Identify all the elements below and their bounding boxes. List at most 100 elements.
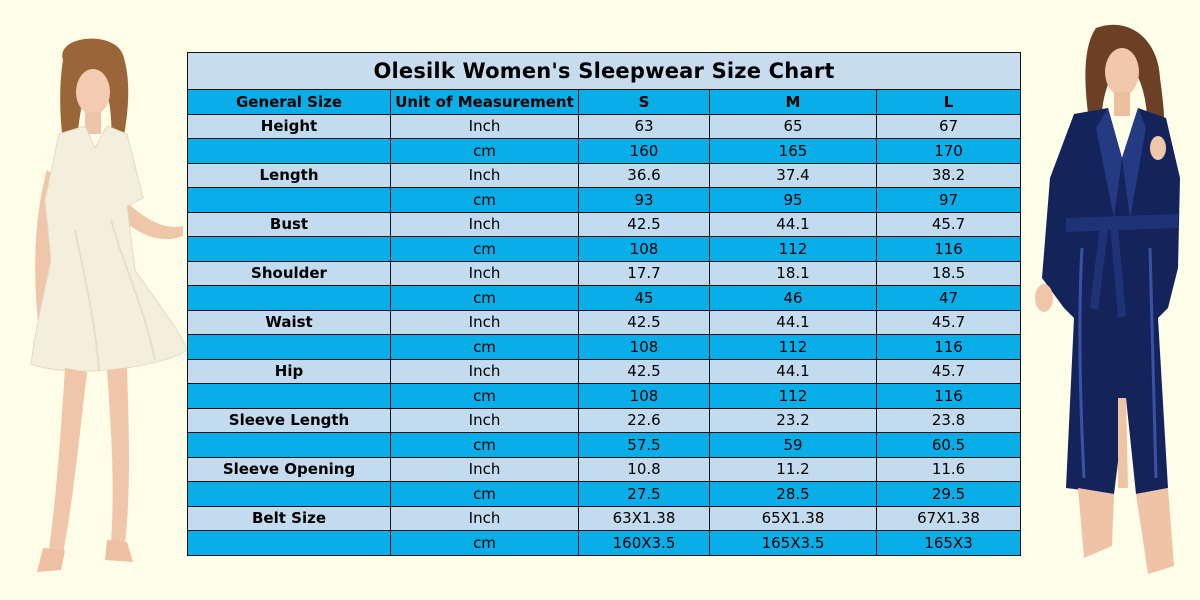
unit-cell: cm	[390, 383, 579, 409]
size-value-l: 45.7	[875, 309, 1022, 335]
unit-cell: cm	[390, 187, 579, 213]
unit-cell: cm	[390, 285, 579, 311]
size-value-s: 160	[578, 138, 710, 164]
size-value-m: 112	[709, 383, 877, 409]
unit-cell: Inch	[390, 309, 579, 335]
size-value-m: 59	[709, 432, 877, 458]
unit-cell: Inch	[390, 162, 579, 188]
unit-cell: cm	[390, 138, 579, 164]
size-value-l: 11.6	[875, 456, 1022, 482]
table-row-waist-inch: Waist Inch 42.5 44.1 45.7	[187, 309, 1022, 335]
size-value-l: 116	[875, 383, 1022, 409]
unit-cell: Inch	[390, 456, 579, 482]
size-value-l: 45.7	[875, 358, 1022, 384]
size-value-l: 165X3	[875, 530, 1022, 556]
measurement-label-empty	[187, 187, 391, 213]
table-row-height-inch: Height Inch 63 65 67	[187, 113, 1022, 139]
size-value-m: 18.1	[709, 260, 877, 286]
column-header-l: L	[875, 89, 1022, 115]
column-header-m: M	[709, 89, 877, 115]
unit-cell: Inch	[390, 113, 579, 139]
table-row-hip-cm: cm 108 112 116	[187, 383, 1022, 409]
size-chart-table: Olesilk Women's Sleepwear Size Chart Gen…	[186, 52, 1022, 556]
size-value-m: 46	[709, 285, 877, 311]
size-value-s: 57.5	[578, 432, 710, 458]
table-row-length-cm: cm 93 95 97	[187, 187, 1022, 213]
size-value-s: 108	[578, 383, 710, 409]
measurement-label-empty	[187, 236, 391, 262]
measurement-label-empty	[187, 334, 391, 360]
size-value-s: 42.5	[578, 309, 710, 335]
measurement-label: Sleeve Length	[187, 407, 391, 433]
model-ivory-nightgown-image	[30, 38, 188, 572]
size-value-l: 18.5	[875, 260, 1022, 286]
size-value-s: 93	[578, 187, 710, 213]
unit-cell: Inch	[390, 505, 579, 531]
size-value-m: 112	[709, 334, 877, 360]
size-value-l: 116	[875, 334, 1022, 360]
table-row-length-inch: Length Inch 36.6 37.4 38.2	[187, 162, 1022, 188]
measurement-label: Waist	[187, 309, 391, 335]
size-value-s: 42.5	[578, 358, 710, 384]
size-value-m: 112	[709, 236, 877, 262]
measurement-label: Hip	[187, 358, 391, 384]
unit-cell: Inch	[390, 211, 579, 237]
unit-cell: Inch	[390, 407, 579, 433]
table-row-shoulder-cm: cm 45 46 47	[187, 285, 1022, 311]
measurement-label-empty	[187, 481, 391, 507]
size-value-m: 65	[709, 113, 877, 139]
size-value-m: 28.5	[709, 481, 877, 507]
measurement-label: Belt Size	[187, 505, 391, 531]
unit-cell: Inch	[390, 260, 579, 286]
measurement-label: Height	[187, 113, 391, 139]
measurement-label: Length	[187, 162, 391, 188]
size-value-s: 45	[578, 285, 710, 311]
size-value-m: 44.1	[709, 211, 877, 237]
column-header-general-size: General Size	[187, 89, 391, 115]
measurement-label-empty	[187, 530, 391, 556]
column-header-s: S	[578, 89, 710, 115]
table-row-height-cm: cm 160 165 170	[187, 138, 1022, 164]
size-value-m: 165	[709, 138, 877, 164]
unit-cell: cm	[390, 481, 579, 507]
unit-cell: cm	[390, 432, 579, 458]
size-value-l: 47	[875, 285, 1022, 311]
table-row-bust-cm: cm 108 112 116	[187, 236, 1022, 262]
measurement-label: Shoulder	[187, 260, 391, 286]
unit-cell: cm	[390, 236, 579, 262]
size-value-s: 27.5	[578, 481, 710, 507]
size-value-s: 63X1.38	[578, 505, 710, 531]
size-value-m: 37.4	[709, 162, 877, 188]
size-value-l: 23.8	[875, 407, 1022, 433]
table-row-belt-size-inch: Belt Size Inch 63X1.38 65X1.38 67X1.38	[187, 505, 1022, 531]
size-value-l: 29.5	[875, 481, 1022, 507]
size-value-s: 17.7	[578, 260, 710, 286]
size-value-m: 165X3.5	[709, 530, 877, 556]
model-navy-robe-image	[1035, 24, 1180, 574]
table-row-sleeve-length-inch: Sleeve Length Inch 22.6 23.2 23.8	[187, 407, 1022, 433]
chart-title: Olesilk Women's Sleepwear Size Chart	[186, 52, 1022, 90]
measurement-label-empty	[187, 285, 391, 311]
size-value-s: 10.8	[578, 456, 710, 482]
size-value-s: 42.5	[578, 211, 710, 237]
size-value-l: 67	[875, 113, 1022, 139]
size-value-m: 65X1.38	[709, 505, 877, 531]
size-value-l: 38.2	[875, 162, 1022, 188]
unit-cell: cm	[390, 530, 579, 556]
size-value-l: 60.5	[875, 432, 1022, 458]
size-value-m: 44.1	[709, 309, 877, 335]
size-value-l: 45.7	[875, 211, 1022, 237]
size-value-m: 23.2	[709, 407, 877, 433]
size-value-s: 22.6	[578, 407, 710, 433]
table-row-sleeve-length-cm: cm 57.5 59 60.5	[187, 432, 1022, 458]
size-value-m: 95	[709, 187, 877, 213]
unit-cell: Inch	[390, 358, 579, 384]
size-value-s: 36.6	[578, 162, 710, 188]
size-value-l: 116	[875, 236, 1022, 262]
unit-cell: cm	[390, 334, 579, 360]
size-value-s: 160X3.5	[578, 530, 710, 556]
size-value-s: 63	[578, 113, 710, 139]
size-value-l: 97	[875, 187, 1022, 213]
table-row-sleeve-opening-inch: Sleeve Opening Inch 10.8 11.2 11.6	[187, 456, 1022, 482]
measurement-label: Bust	[187, 211, 391, 237]
